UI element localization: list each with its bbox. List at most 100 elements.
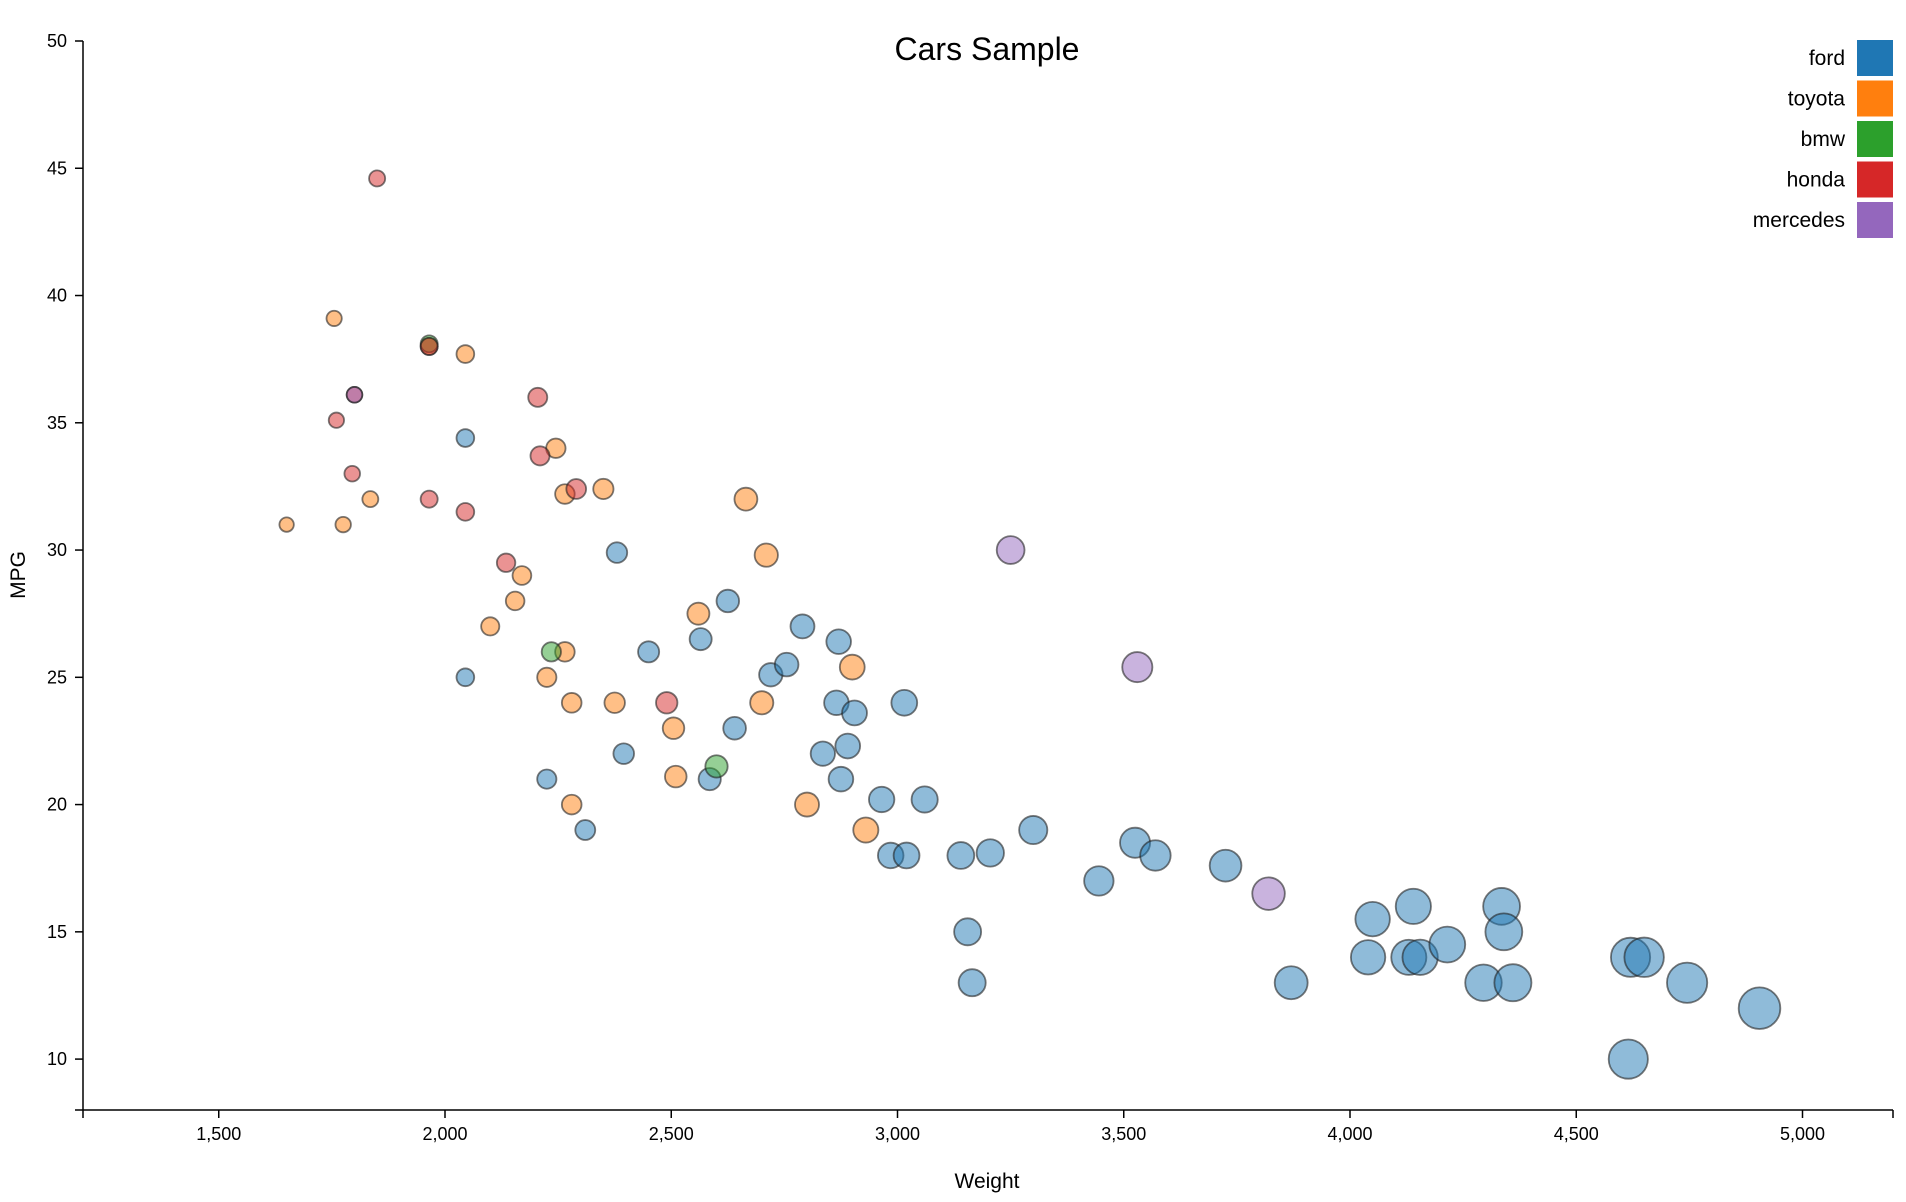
data-point-toyota[interactable] (753, 542, 779, 568)
data-point-ford[interactable] (536, 768, 558, 790)
data-point-honda[interactable] (565, 478, 588, 500)
x-tick-label: 2,000 (422, 1124, 467, 1144)
data-point-ford[interactable] (946, 841, 976, 870)
data-point-toyota[interactable] (536, 666, 558, 688)
data-point-ford[interactable] (1607, 1038, 1649, 1080)
data-point-ford[interactable] (1623, 936, 1665, 978)
data-point-toyota[interactable] (325, 309, 343, 327)
data-point-ford[interactable] (1139, 839, 1172, 872)
data-point-mercedes[interactable] (345, 386, 364, 404)
data-point-ford[interactable] (1208, 848, 1243, 883)
data-point-toyota[interactable] (480, 616, 501, 637)
data-point-ford[interactable] (892, 841, 921, 870)
data-point-ford[interactable] (825, 628, 852, 655)
data-point-ford[interactable] (789, 613, 816, 640)
data-point-toyota[interactable] (504, 590, 526, 612)
data-point-ford[interactable] (827, 765, 855, 793)
legend-label: mercedes (1753, 209, 1845, 232)
data-point-ford[interactable] (612, 742, 635, 765)
data-point-ford[interactable] (841, 699, 868, 727)
y-tick-label: 20 (47, 795, 67, 815)
data-point-ford[interactable] (890, 688, 919, 717)
legend-swatch (1857, 121, 1893, 157)
data-point-ford[interactable] (715, 588, 740, 614)
data-point-ford[interactable] (773, 651, 800, 678)
data-point-ford[interactable] (834, 732, 862, 760)
data-point-ford[interactable] (975, 838, 1005, 868)
series-ford (455, 428, 1782, 1080)
data-point-honda[interactable] (368, 169, 387, 188)
data-point-honda[interactable] (343, 464, 361, 483)
data-point-ford[interactable] (1394, 887, 1432, 925)
data-point-toyota[interactable] (664, 764, 688, 789)
data-point-honda[interactable] (655, 691, 679, 715)
data-point-toyota[interactable] (852, 816, 880, 844)
data-point-bmw[interactable] (704, 754, 729, 779)
y-tick-label: 15 (47, 922, 67, 942)
data-point-ford[interactable] (1493, 963, 1533, 1003)
y-tick-label: 40 (47, 286, 67, 306)
data-point-honda[interactable] (455, 502, 476, 522)
data-point-honda[interactable] (419, 337, 439, 356)
data-point-ford[interactable] (1737, 986, 1782, 1030)
data-point-toyota[interactable] (838, 653, 866, 681)
data-point-toyota[interactable] (455, 344, 476, 364)
data-point-mercedes[interactable] (995, 535, 1026, 565)
data-point-ford[interactable] (455, 428, 476, 448)
series-toyota (278, 309, 880, 844)
legend-label: bmw (1801, 128, 1846, 151)
data-point-toyota[interactable] (686, 601, 711, 626)
data-point-honda[interactable] (419, 489, 439, 509)
data-point-ford[interactable] (574, 819, 597, 841)
data-point-ford[interactable] (605, 541, 629, 564)
data-point-honda[interactable] (529, 445, 551, 467)
data-point-toyota[interactable] (733, 486, 759, 512)
points-layer (278, 169, 1782, 1080)
data-point-mercedes[interactable] (1121, 651, 1154, 684)
data-point-toyota[interactable] (592, 477, 615, 500)
data-point-ford[interactable] (455, 667, 476, 688)
data-point-bmw[interactable] (540, 641, 562, 663)
data-point-ford[interactable] (910, 785, 939, 814)
data-point-ford[interactable] (953, 917, 983, 947)
data-point-toyota[interactable] (511, 565, 533, 586)
data-point-toyota[interactable] (361, 490, 380, 509)
data-point-ford[interactable] (1018, 815, 1049, 846)
data-point-ford[interactable] (809, 740, 836, 767)
x-tick-label: 2,500 (649, 1124, 694, 1144)
data-point-toyota[interactable] (560, 793, 583, 816)
legend-item-bmw: bmw (1801, 121, 1893, 157)
data-point-ford[interactable] (1484, 912, 1524, 952)
x-axis-title: Weight (955, 1170, 1020, 1193)
legend-item-honda: honda (1787, 161, 1893, 198)
data-point-ford[interactable] (957, 968, 987, 998)
data-point-ford[interactable] (868, 785, 896, 814)
data-point-ford[interactable] (1428, 925, 1467, 964)
data-point-toyota[interactable] (603, 691, 626, 714)
data-point-toyota[interactable] (749, 690, 775, 716)
data-point-ford[interactable] (1083, 865, 1115, 897)
legend-label: ford (1809, 47, 1845, 70)
series-mercedes (345, 386, 1286, 911)
data-point-ford[interactable] (1273, 965, 1309, 1001)
data-point-honda[interactable] (327, 411, 345, 429)
data-point-toyota[interactable] (334, 515, 352, 534)
series-honda (327, 169, 679, 715)
data-point-ford[interactable] (637, 640, 661, 664)
y-tick-label: 35 (47, 413, 67, 433)
data-point-toyota[interactable] (560, 692, 583, 714)
data-point-toyota[interactable] (794, 791, 820, 818)
data-point-honda[interactable] (495, 552, 517, 573)
data-point-toyota[interactable] (661, 716, 686, 740)
y-tick-label: 10 (47, 1049, 67, 1069)
data-point-toyota[interactable] (278, 516, 295, 533)
data-point-ford[interactable] (722, 715, 747, 741)
x-tick-label: 5,000 (1780, 1124, 1825, 1144)
data-point-ford[interactable] (688, 627, 713, 652)
data-point-ford[interactable] (1666, 961, 1709, 1004)
data-point-honda[interactable] (527, 386, 549, 408)
data-point-mercedes[interactable] (1251, 876, 1286, 911)
data-point-ford[interactable] (1350, 939, 1387, 976)
x-tick-label: 4,000 (1327, 1124, 1372, 1144)
data-point-ford[interactable] (1354, 900, 1391, 938)
